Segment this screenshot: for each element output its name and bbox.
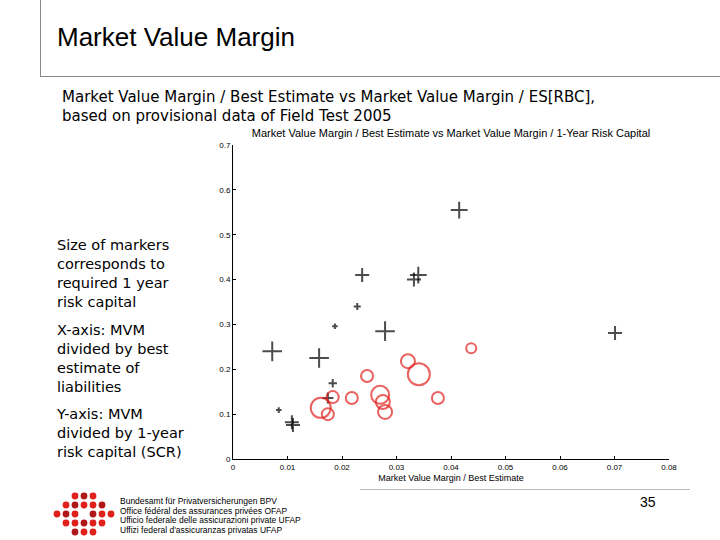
html-text:Uffizi federal d'assicuranzas: Uffizi federal d'assicuranzas privatas U…	[120, 524, 283, 535]
svg-text:0.01: 0.01	[280, 463, 296, 472]
svg-text:0.05: 0.05	[498, 463, 514, 472]
html-text:risk capital: risk capital	[57, 294, 137, 310]
html-text:liabilities: liabilities	[57, 379, 122, 395]
svg-text:0.02: 0.02	[334, 463, 350, 472]
svg-text:Market Value Margin / Best Est: Market Value Margin / Best Estimate vs M…	[252, 127, 650, 139]
svg-text:0.08: 0.08	[661, 463, 677, 472]
svg-text:0: 0	[231, 463, 236, 472]
svg-text:Market Value Margin / Best Est: Market Value Margin / Best Estimate	[378, 473, 523, 483]
html-text:35: 35	[640, 494, 656, 510]
svg-text:0.07: 0.07	[607, 463, 623, 472]
html-text:required 1 year: required 1 year	[57, 275, 169, 291]
html-text:Market Value Margin: Market Value Margin	[57, 22, 295, 52]
svg-text:0.5: 0.5	[219, 231, 231, 240]
html-text:Bundesamt für Privatversicheru: Bundesamt für Privatversicherungen BPV	[120, 496, 277, 506]
svg-text:0.04: 0.04	[443, 463, 459, 472]
svg-text:0.6: 0.6	[219, 186, 231, 195]
svg-text:0: 0	[226, 455, 231, 464]
html-text:X-axis: MVM: X-axis: MVM	[57, 322, 145, 338]
svg-text:0.03: 0.03	[389, 463, 405, 472]
svg-text:0.06: 0.06	[552, 463, 568, 472]
html-text:Ufficio federale delle assicur: Ufficio federale delle assicurazioni pri…	[120, 515, 301, 526]
svg-text:0.2: 0.2	[219, 365, 231, 374]
html-text:divided by best: divided by best	[57, 341, 169, 357]
html-text:divided by 1-year: divided by 1-year	[57, 425, 184, 441]
html-text:Market Value Margin / Best Est: Market Value Margin / Best Estimate vs M…	[62, 88, 596, 106]
svg-text:0.7: 0.7	[219, 141, 231, 150]
html-text:Size of markers: Size of markers	[57, 237, 170, 253]
svg-text:0.1: 0.1	[219, 410, 231, 419]
svg-text:0.4: 0.4	[219, 275, 231, 284]
html-text:estimate of: estimate of	[57, 360, 140, 376]
html-text:Office fédéral des assurances: Office fédéral des assurances privées OF…	[120, 505, 288, 516]
html-text:risk capital (SCR): risk capital (SCR)	[57, 444, 182, 460]
svg-text:0.3: 0.3	[219, 320, 231, 329]
html-text:corresponds to: corresponds to	[57, 256, 165, 272]
html-text:Y-axis: MVM: Y-axis: MVM	[57, 406, 143, 422]
html-text:based on provisional data of F: based on provisional data of Field Test …	[62, 107, 392, 125]
